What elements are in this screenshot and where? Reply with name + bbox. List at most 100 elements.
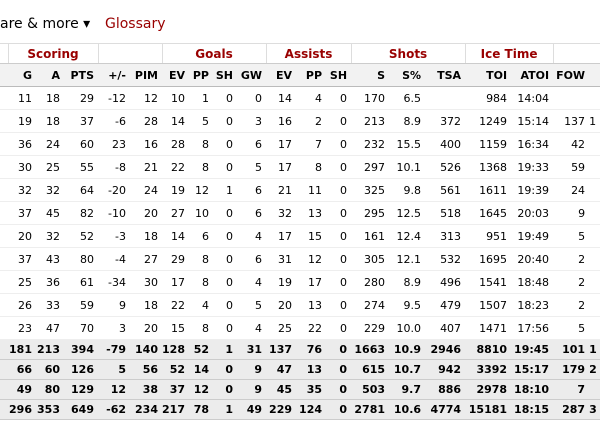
cell: 14 bbox=[189, 359, 213, 380]
cell: 3 bbox=[237, 109, 267, 133]
cut-cell bbox=[0, 316, 8, 340]
cell: 140 bbox=[130, 339, 162, 360]
cell: 13 bbox=[296, 359, 327, 380]
cell: 18:48 bbox=[511, 270, 554, 294]
cell: 274 bbox=[351, 293, 390, 317]
cell: 47 bbox=[266, 359, 297, 380]
cell: 8 bbox=[189, 132, 213, 156]
cell: 30 bbox=[130, 270, 162, 294]
group-header: Goals bbox=[162, 43, 267, 64]
cell: 10.6 bbox=[389, 399, 426, 420]
cell: 16:34 bbox=[511, 132, 554, 156]
cell: 23 bbox=[8, 316, 36, 340]
cell: 0 bbox=[326, 86, 352, 110]
cell: 561 bbox=[425, 178, 466, 202]
cell: 6 bbox=[237, 247, 267, 271]
cell: 1471 bbox=[465, 316, 512, 340]
cell: 518 bbox=[425, 201, 466, 225]
cell: 12.5 bbox=[389, 201, 426, 225]
total-row: 66 60 126 5 56 52 14 0 9 47 13 0 615 10.7 942 3392 15:17… bbox=[0, 359, 600, 380]
cell: 400 bbox=[425, 132, 466, 156]
cell: 37 bbox=[8, 247, 36, 271]
cell: 0 bbox=[326, 132, 352, 156]
cell: 295 bbox=[351, 201, 390, 225]
cell: 32 bbox=[8, 178, 36, 202]
cell: 12 bbox=[130, 86, 162, 110]
cell: 526 bbox=[425, 155, 466, 179]
cell: 18 bbox=[130, 224, 162, 248]
share-menu[interactable]: are & more ▾ bbox=[0, 16, 91, 32]
cell: 32 bbox=[266, 201, 297, 225]
cell: 3392 bbox=[465, 359, 512, 380]
cut-cell bbox=[0, 293, 8, 317]
cell: 296 bbox=[8, 399, 36, 420]
cell: 21 bbox=[130, 155, 162, 179]
cell: 11 bbox=[296, 178, 327, 202]
cell: 12 bbox=[189, 379, 213, 400]
cell: 229 bbox=[351, 316, 390, 340]
cell: 0 bbox=[213, 316, 237, 340]
cell: 129 bbox=[64, 379, 98, 400]
glossary-link[interactable]: Glossary bbox=[105, 16, 166, 32]
cell: 64 bbox=[64, 178, 98, 202]
cell: 161 bbox=[351, 224, 390, 248]
cell: 0 bbox=[326, 339, 352, 360]
cut-cell bbox=[0, 379, 8, 400]
cell: 27 bbox=[162, 201, 189, 225]
data-row: 37 45 82 -10 20 27 10 0 6 32 13 0 295 12.5 518 1645 20:0… bbox=[0, 201, 600, 225]
cell: 32 bbox=[36, 178, 64, 202]
cell: 10 bbox=[162, 86, 189, 110]
cell bbox=[589, 155, 600, 179]
cell: 8 bbox=[189, 247, 213, 271]
cell: 6 bbox=[237, 201, 267, 225]
cell: 22 bbox=[162, 155, 189, 179]
cell: 1695 bbox=[465, 247, 512, 271]
cell: 2946 bbox=[425, 339, 466, 360]
cell: 25 bbox=[8, 270, 36, 294]
cell: 0 bbox=[326, 379, 352, 400]
cell: 14:04 bbox=[511, 86, 554, 110]
cut-cell bbox=[0, 63, 8, 87]
cut-cell bbox=[0, 224, 8, 248]
cell: 22 bbox=[162, 293, 189, 317]
column-header: PP bbox=[296, 63, 327, 87]
cell: 0 bbox=[213, 109, 237, 133]
cell: 24 bbox=[553, 178, 590, 202]
cell: 10.1 bbox=[389, 155, 426, 179]
column-header-row: G A PTS +/- PIM EV PP SH GW EV PP SH S S% TSA TOI ATOI FO… bbox=[0, 63, 600, 87]
toolbar: are & more ▾ Glossary bbox=[0, 0, 600, 43]
cell: 5 bbox=[237, 293, 267, 317]
cell: 12.4 bbox=[389, 224, 426, 248]
cell bbox=[589, 247, 600, 271]
cell: 8 bbox=[189, 316, 213, 340]
cell: 372 bbox=[425, 109, 466, 133]
cell: 1 bbox=[213, 399, 237, 420]
cell: -10 bbox=[98, 201, 130, 225]
cell: 18:23 bbox=[511, 293, 554, 317]
cell: 3 bbox=[98, 316, 130, 340]
cut-cell bbox=[0, 178, 8, 202]
cell: 12 bbox=[189, 178, 213, 202]
cell: 12 bbox=[296, 247, 327, 271]
cell: 15:14 bbox=[511, 109, 554, 133]
cut-cell bbox=[0, 270, 8, 294]
cell: 0 bbox=[213, 86, 237, 110]
column-header: ATOI bbox=[511, 63, 554, 87]
cut-cell bbox=[0, 339, 8, 360]
cell: 35 bbox=[296, 379, 327, 400]
cell: 12 bbox=[98, 379, 130, 400]
cell: 20 bbox=[130, 316, 162, 340]
cell: 407 bbox=[425, 316, 466, 340]
cell: 1611 bbox=[465, 178, 512, 202]
group-header: Ice Time bbox=[465, 43, 554, 64]
cell: 1507 bbox=[465, 293, 512, 317]
cell: 6.5 bbox=[389, 86, 426, 110]
cell: 229 bbox=[266, 399, 297, 420]
data-row: 11 18 29 -12 12 10 1 0 0 14 4 0 170 6.5 984 14:04 bbox=[0, 86, 600, 110]
cell: 8810 bbox=[465, 339, 512, 360]
cell: 18 bbox=[130, 293, 162, 317]
cell: 1 bbox=[589, 109, 600, 133]
cell: 29 bbox=[162, 247, 189, 271]
cell: 394 bbox=[64, 339, 98, 360]
cell: 82 bbox=[64, 201, 98, 225]
